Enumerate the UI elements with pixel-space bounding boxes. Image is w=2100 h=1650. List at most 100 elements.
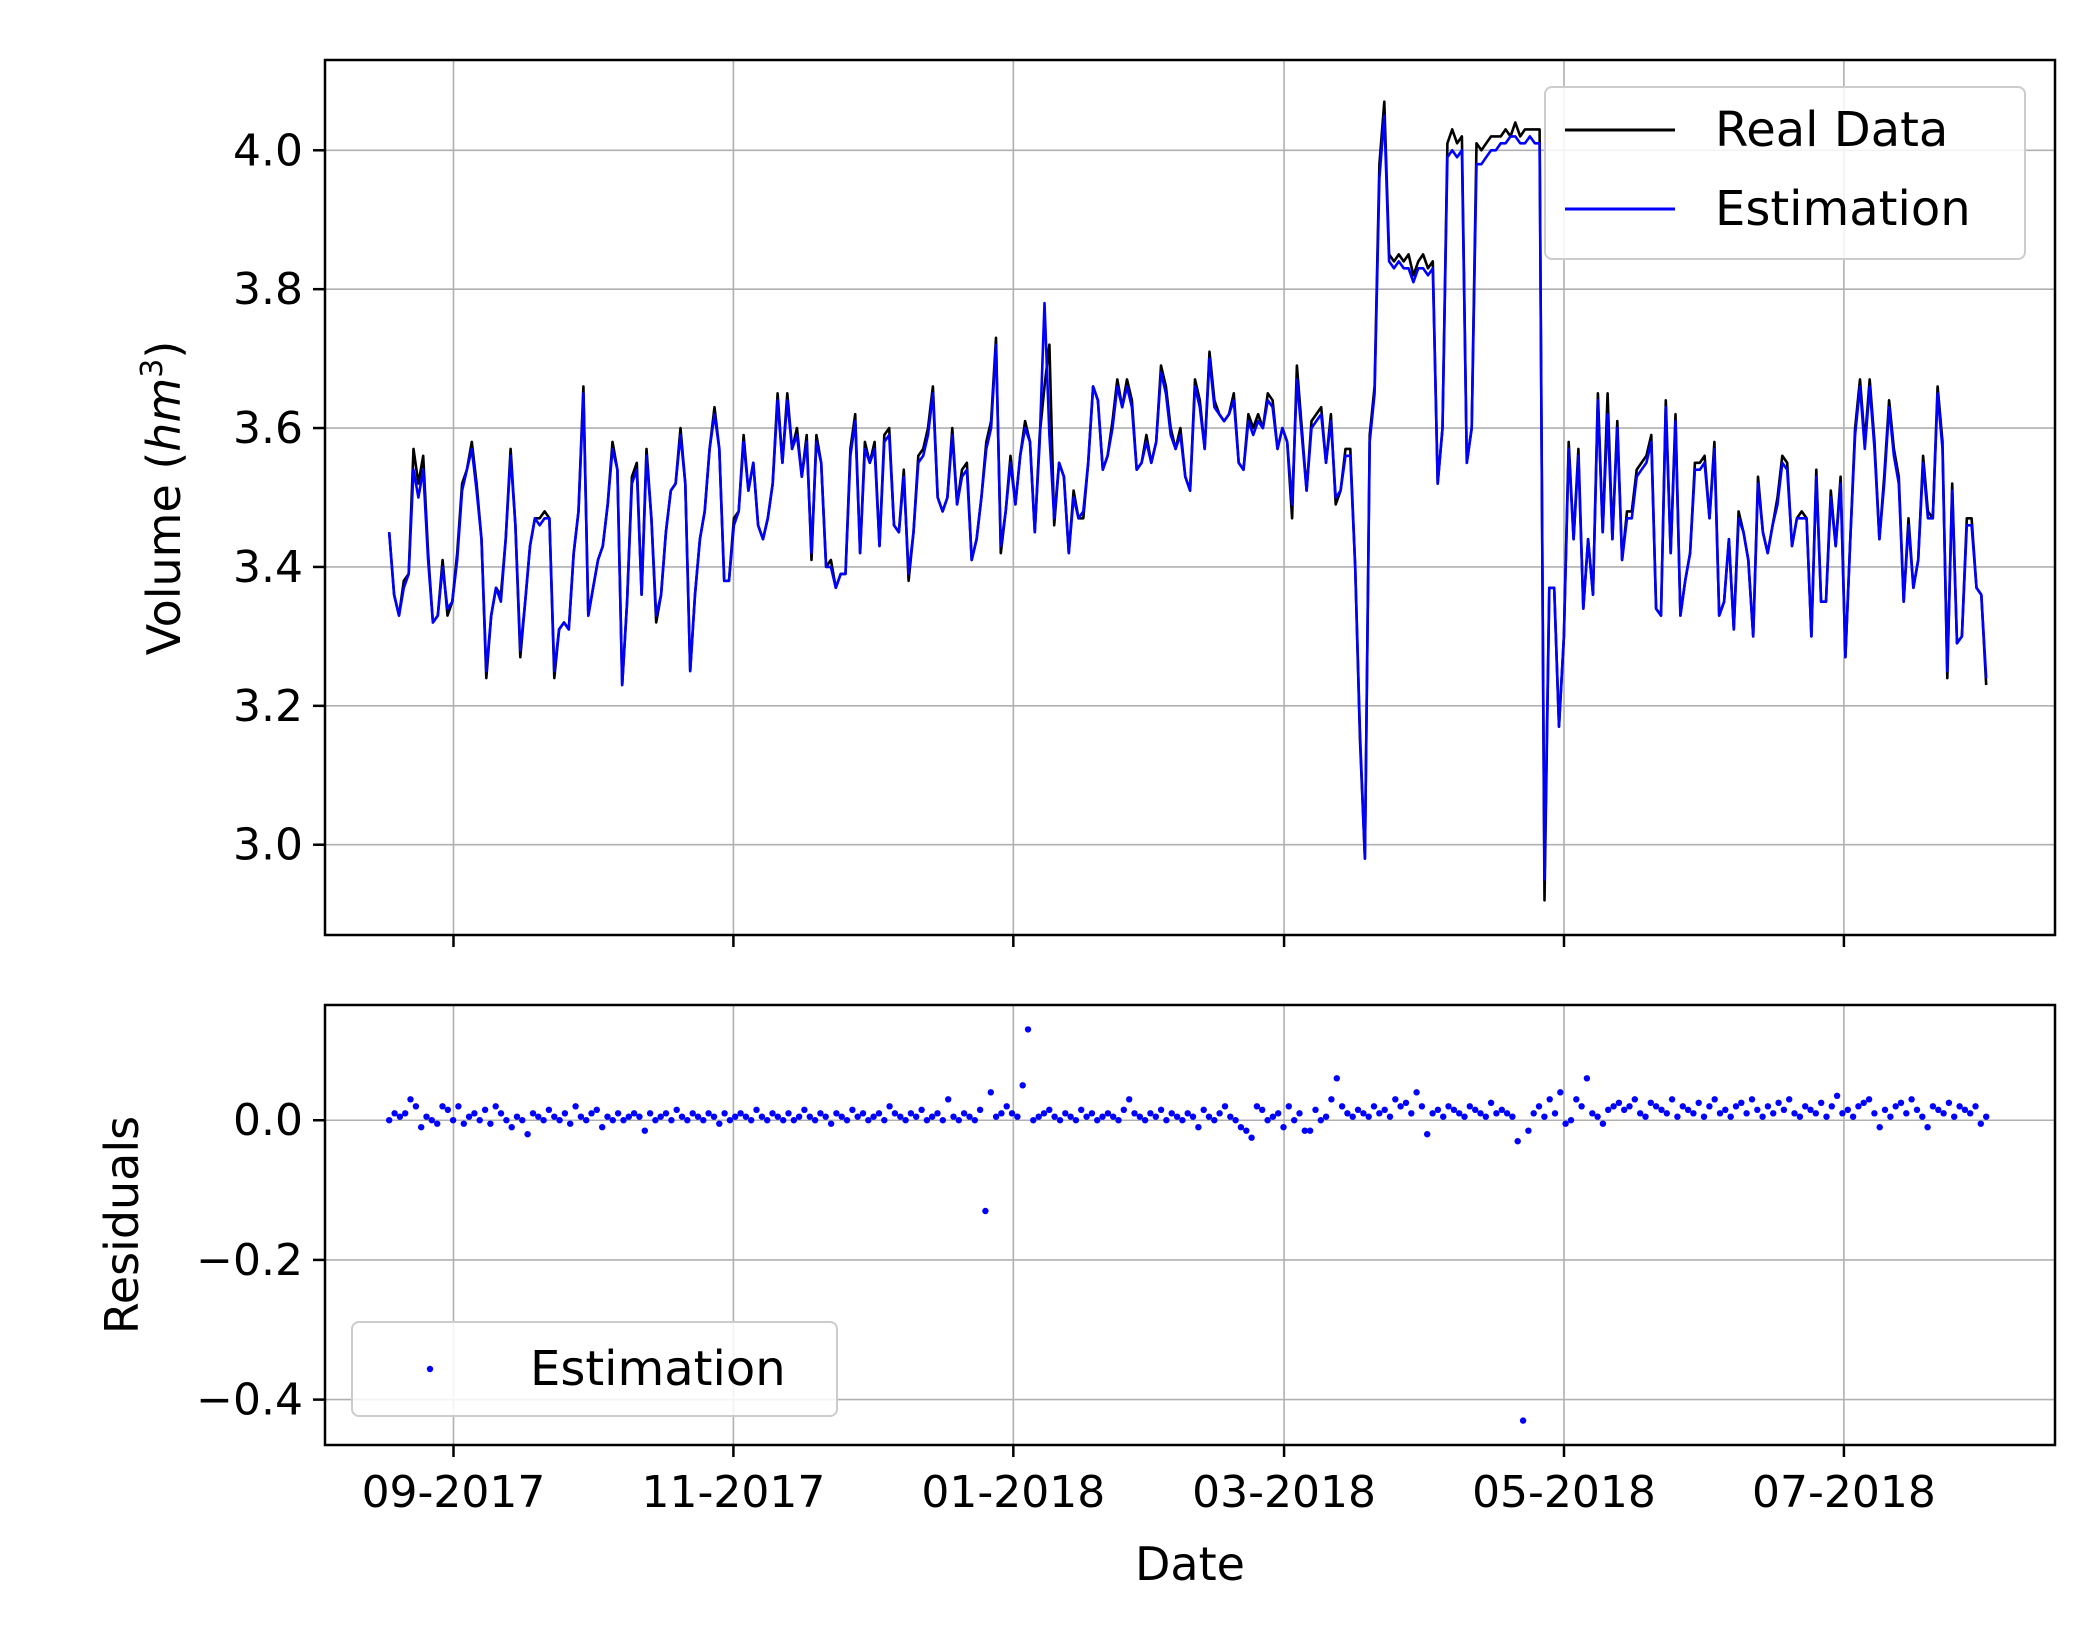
residual-point <box>593 1106 600 1114</box>
residual-point <box>503 1117 510 1124</box>
residual-point <box>1078 1106 1085 1114</box>
residual-point <box>1929 1103 1937 1110</box>
residual-point <box>833 1110 840 1117</box>
residual-point <box>1983 1113 1990 1120</box>
residual-point <box>439 1103 446 1110</box>
residual-point <box>529 1110 537 1117</box>
residual-point <box>795 1113 803 1120</box>
residual-point <box>391 1110 398 1117</box>
residual-point <box>737 1110 744 1117</box>
residual-point <box>1493 1110 1500 1117</box>
residuals-legend: Estimation <box>351 1321 838 1417</box>
residual-point <box>1291 1117 1298 1124</box>
residual-point <box>1189 1113 1197 1120</box>
residual-point <box>1269 1113 1277 1120</box>
residual-point <box>1221 1103 1229 1110</box>
residual-point <box>1376 1110 1383 1117</box>
residual-point <box>716 1120 723 1127</box>
residual-point <box>875 1110 883 1117</box>
residual-point <box>1945 1099 1953 1107</box>
residual-point <box>1157 1106 1165 1114</box>
residual-point <box>1711 1096 1718 1103</box>
residual-point <box>1487 1099 1495 1107</box>
residual-point <box>1881 1106 1889 1114</box>
residual-point <box>1642 1113 1649 1120</box>
residual-point <box>1530 1110 1537 1117</box>
residual-point <box>1913 1106 1921 1114</box>
volume-y-ticks: 3.0 3.2 3.4 3.6 3.8 4.0 <box>233 125 325 871</box>
residual-point <box>1083 1113 1090 1120</box>
residual-point <box>1200 1106 1207 1114</box>
residual-point <box>891 1110 899 1117</box>
residual-point <box>1764 1103 1772 1110</box>
residual-point <box>939 1117 946 1124</box>
residual-point <box>694 1113 702 1120</box>
x-tick-label-4: 05-2018 <box>1472 1467 1656 1518</box>
residual-point <box>1333 1075 1341 1082</box>
residual-point <box>1445 1103 1452 1110</box>
residual-point <box>1892 1103 1899 1110</box>
residual-point <box>1024 1026 1032 1033</box>
residual-point <box>1573 1096 1580 1103</box>
residual-point <box>444 1106 451 1114</box>
residual-point <box>1466 1103 1474 1110</box>
residual-point <box>748 1117 755 1124</box>
residual-point <box>870 1113 877 1120</box>
residual-point <box>1370 1103 1378 1110</box>
legend-estimation-label: Estimation <box>1715 181 1971 237</box>
residual-point <box>1498 1106 1506 1114</box>
residual-point <box>1732 1103 1740 1110</box>
x-tick-label-2: 01-2018 <box>921 1467 1105 1518</box>
residual-point <box>1605 1106 1612 1114</box>
residual-point <box>1823 1113 1830 1120</box>
residual-point <box>1429 1110 1436 1117</box>
residual-point <box>1706 1103 1713 1110</box>
residual-point <box>1008 1110 1016 1117</box>
residual-point <box>1088 1110 1096 1117</box>
residual-point <box>982 1207 989 1215</box>
residual-point <box>1051 1113 1058 1120</box>
residual-point <box>1285 1103 1293 1110</box>
residuals-y-tick-label-2: −0.4 <box>196 1375 303 1426</box>
residual-point <box>1306 1127 1314 1134</box>
residual-point <box>1056 1117 1064 1124</box>
residual-point <box>492 1103 499 1110</box>
residual-point <box>1802 1103 1809 1110</box>
residual-point <box>1408 1110 1415 1117</box>
residual-point <box>1397 1103 1404 1110</box>
residual-point <box>636 1113 643 1120</box>
residual-point <box>1796 1113 1804 1120</box>
residual-point <box>1818 1099 1825 1107</box>
residual-point <box>449 1117 457 1124</box>
residual-point <box>971 1117 978 1124</box>
residual-point <box>1924 1124 1931 1131</box>
residual-point <box>1684 1106 1692 1114</box>
residual-point <box>465 1113 473 1120</box>
residual-point <box>545 1106 553 1114</box>
residual-point <box>1935 1106 1942 1114</box>
residual-point <box>1903 1110 1910 1117</box>
residual-point <box>1019 1082 1026 1089</box>
residual-point <box>1812 1110 1820 1117</box>
residual-point <box>423 1113 430 1120</box>
residual-point <box>471 1110 478 1117</box>
residual-point <box>934 1110 941 1117</box>
residual-point <box>838 1113 845 1120</box>
residual-point <box>1136 1113 1144 1120</box>
residual-point <box>1535 1103 1543 1110</box>
residual-point <box>1849 1113 1857 1120</box>
residual-point <box>907 1110 915 1117</box>
x-tick-label-5: 07-2018 <box>1752 1467 1936 1518</box>
residual-point <box>1296 1110 1303 1117</box>
residual-point <box>1668 1096 1676 1103</box>
residual-point <box>1727 1113 1734 1120</box>
volume-plot-frame <box>323 58 2057 937</box>
residual-point <box>652 1117 659 1124</box>
residual-point <box>1110 1113 1117 1120</box>
residuals-y-ticks: 0.0 −0.2 −0.4 <box>196 1095 325 1426</box>
residual-point <box>1663 1110 1671 1117</box>
residual-point <box>1381 1106 1388 1114</box>
residual-point <box>843 1117 851 1124</box>
residuals-legend-box <box>351 1321 838 1417</box>
